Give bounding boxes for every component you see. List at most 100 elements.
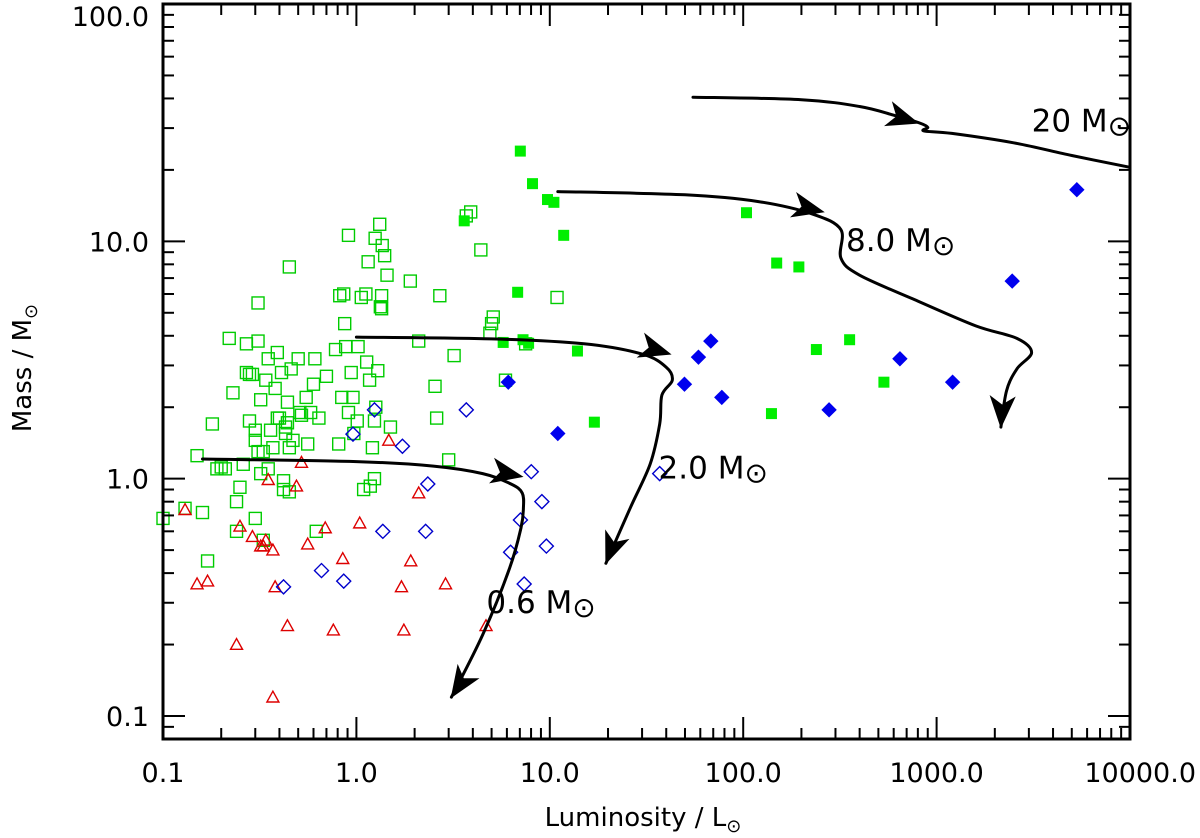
- x-tick-label: 1000.0: [889, 758, 983, 789]
- blue-filled-diamond-point: [714, 389, 730, 406]
- track-0.6-line: [201, 457, 526, 699]
- green-filled-square-point: [793, 261, 805, 273]
- red-open-triangle-point: [438, 576, 453, 590]
- green-open-square-point: [383, 420, 398, 434]
- red-open-triangle-point: [381, 432, 396, 446]
- blue-filled-diamond-point: [944, 374, 961, 390]
- arrow-8.0-down: [989, 395, 1016, 429]
- green-open-square-point: [333, 289, 347, 303]
- y-tick-label: 100.0: [72, 2, 149, 33]
- green-open-square-point: [293, 405, 307, 420]
- green-open-square-point: [373, 217, 387, 231]
- blue-open-diamond-point: [533, 493, 550, 510]
- red-open-triangle-point: [200, 573, 215, 587]
- green-open-square-point: [337, 287, 351, 301]
- green-open-square-point: [280, 416, 295, 430]
- plot-frame: [161, 2, 1132, 741]
- red-open-triangle-point: [411, 485, 426, 499]
- blue-filled-diamond-point: [703, 333, 719, 349]
- green-open-square-point: [359, 355, 374, 369]
- green-open-square-point: [268, 381, 282, 396]
- x-tick-label: 10000.0: [1084, 758, 1196, 789]
- track-20-label: 20 M⊙: [1032, 104, 1132, 143]
- green-open-square-point: [319, 369, 334, 383]
- green-open-square-point: [245, 367, 260, 382]
- red-open-triangle-point: [261, 472, 276, 486]
- green-open-square-point: [351, 339, 365, 354]
- track-8.0-label-text: 8.0 M: [846, 223, 932, 259]
- green-open-square-point: [338, 316, 352, 331]
- track-20-line: [691, 95, 1132, 169]
- green-open-square-point: [377, 248, 392, 263]
- red-open-triangle-point: [326, 622, 341, 636]
- green-open-square-point: [299, 390, 313, 405]
- green-open-square-point: [248, 433, 262, 448]
- green-filled-square-point: [571, 345, 583, 357]
- track-20-label-sun: ⊙: [1108, 110, 1131, 143]
- green-open-square-point: [248, 423, 262, 437]
- blue-filled-diamond-point: [500, 374, 516, 390]
- blue-open-diamond-point: [458, 401, 475, 418]
- green-open-square-point: [380, 268, 394, 282]
- green-open-square-point: [341, 228, 356, 243]
- green-filled-square-point: [514, 145, 526, 157]
- green-open-square-point: [350, 414, 364, 428]
- green-open-square-point: [403, 274, 418, 288]
- green-open-square-point: [282, 485, 297, 499]
- red-open-triangle-point: [232, 518, 248, 532]
- green-open-square-point: [362, 373, 377, 387]
- green-filled-square-point: [810, 344, 822, 356]
- green-open-square-point: [486, 310, 500, 324]
- green-filled-square-point: [844, 334, 856, 346]
- green-open-square-point: [263, 423, 278, 437]
- blue-filled-diamond-point: [690, 349, 707, 365]
- green-open-square-point: [374, 302, 389, 316]
- x-tick-label: 0.1: [142, 758, 185, 789]
- green-open-square-point: [251, 334, 265, 348]
- green-open-square-point: [367, 471, 382, 486]
- red-open-triangle-point: [245, 529, 260, 543]
- green-open-square-point: [346, 390, 360, 405]
- arrow-8.0-horizontal: [789, 191, 825, 218]
- red-open-triangle-point: [265, 542, 281, 556]
- green-filled-square-point: [740, 207, 752, 219]
- green-open-square-point: [205, 417, 220, 431]
- green-open-square-point: [190, 448, 204, 463]
- blue-filled-diamond-point: [821, 402, 837, 418]
- green-open-square-point: [373, 300, 388, 314]
- green-open-square-point: [312, 411, 326, 425]
- blue-open-diamond-point: [516, 575, 533, 592]
- green-open-square-point: [270, 345, 285, 360]
- red-open-triangle-point: [229, 637, 244, 651]
- green-open-square-point: [251, 444, 265, 459]
- green-open-square-point: [229, 494, 244, 509]
- green-open-square-point: [375, 238, 389, 253]
- labels-layer: 0.1 1.0 10.0 100.0 1000.0 10000.0 0.1 1.0 10.0 10…: [72, 2, 1196, 789]
- green-filled-square-point: [878, 376, 890, 388]
- green-open-square-point: [286, 433, 300, 448]
- green-open-square-point: [306, 377, 321, 391]
- red-open-triangle-point: [258, 532, 273, 546]
- green-open-square-point: [233, 480, 247, 494]
- red-open-triangle-point: [352, 515, 367, 529]
- arrow-2.0-horizontal: [636, 332, 672, 358]
- green-open-square-point: [248, 511, 262, 526]
- green-open-square-point: [447, 348, 461, 363]
- green-open-square-point: [371, 364, 385, 378]
- y-axis-title-sub: ⊙: [21, 304, 42, 319]
- blue-open-diamond-point: [417, 523, 434, 540]
- green-open-square-point: [441, 453, 456, 467]
- blue-filled-diamond-point: [1004, 273, 1020, 289]
- green-open-square-point: [361, 255, 375, 269]
- green-open-square-point: [222, 331, 236, 346]
- y-axis-title: Mass / M⊙: [8, 304, 42, 432]
- plot-area-border: [161, 2, 1132, 741]
- blue-open-diamond-point: [344, 426, 361, 443]
- green-open-square-point: [367, 414, 382, 428]
- blue-open-diamond-point: [335, 573, 352, 590]
- green-open-square-point: [239, 337, 254, 351]
- green-filled-square-point: [527, 178, 539, 190]
- blue-filled-diamond-point: [676, 376, 693, 392]
- green-open-square-point: [282, 441, 297, 455]
- track-0.6-label-sun: ⊙: [572, 591, 595, 624]
